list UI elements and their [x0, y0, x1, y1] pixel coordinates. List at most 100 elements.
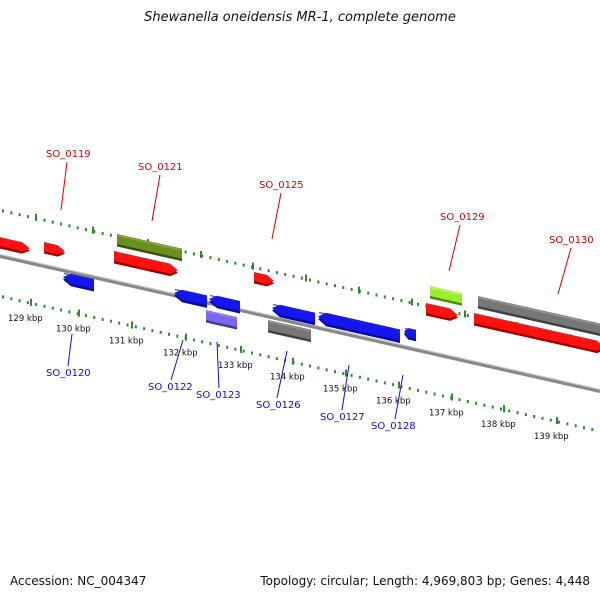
lower-ruler-dot	[93, 316, 96, 319]
gene-label-so_0130: SO_0130	[549, 235, 594, 246]
gene-blue	[63, 272, 94, 292]
gene-red-highlight	[44, 242, 58, 248]
gene-gray-body	[268, 320, 311, 340]
lower-ruler-dot	[441, 394, 444, 398]
lower-ruler-dot	[118, 321, 121, 325]
lower-ruler-dot	[68, 310, 71, 314]
lower-ruler-dot	[309, 364, 312, 368]
lower-ruler-tick	[451, 393, 453, 401]
upper-ruler-dot	[259, 267, 262, 271]
lower-ruler-tick	[292, 357, 294, 365]
gene-lavender-body	[206, 310, 237, 327]
upper-ruler-dot	[109, 233, 112, 237]
gene-label-leader	[216, 341, 220, 389]
lower-ruler-dot	[541, 416, 544, 420]
backbone-layer	[0, 254, 600, 393]
lower-ruler-dot	[259, 353, 262, 357]
upper-ruler-dot	[367, 291, 370, 295]
gene-red-highlight	[0, 237, 23, 245]
upper-ruler-dot	[60, 222, 63, 226]
gene-blue-highlight	[174, 288, 207, 298]
gene-red	[44, 242, 65, 257]
lower-ruler-dot	[558, 420, 561, 424]
kbp-tick-label: 132 kbp	[163, 349, 198, 359]
gene-blue-body	[174, 289, 207, 306]
upper-ruler-dot	[51, 220, 54, 224]
kbp-tick-label: 135 kbp	[323, 385, 358, 395]
lower-ruler-tick	[240, 346, 242, 353]
upper-ruler-dot	[292, 274, 295, 278]
gene-blue-body	[209, 295, 240, 311]
lower-ruler-dot	[76, 312, 79, 316]
upper-ruler-dot	[466, 314, 469, 317]
upper-ruler-tick	[464, 310, 466, 318]
upper-ruler-dot	[68, 224, 71, 228]
lower-ruler-tick	[131, 321, 133, 329]
gene-lime	[430, 286, 462, 306]
lower-ruler-tick	[398, 381, 400, 389]
kbp-tick-label: 129 kbp	[8, 314, 43, 324]
upper-ruler-tick	[358, 286, 360, 294]
gene-label-so_0121: SO_0121	[138, 162, 183, 173]
upper-ruler-tick	[200, 251, 202, 258]
lower-ruler-dot	[583, 426, 585, 430]
upper-ruler-dot	[209, 256, 212, 260]
upper-ruler-dot	[300, 276, 303, 280]
lower-ruler-dot	[375, 379, 378, 383]
lower-ruler-tick	[185, 333, 187, 341]
gene-red-highlight	[114, 251, 171, 266]
gene-blue-highlight	[272, 303, 315, 315]
lower-ruler-dot	[275, 357, 278, 361]
accession-text: Accession: NC_004347	[10, 574, 147, 588]
gene-blue	[174, 288, 207, 308]
upper-ruler-dot	[400, 299, 403, 303]
gene-red-highlight	[474, 313, 598, 343]
lower-ruler-dot	[234, 347, 237, 351]
lower-ruler-dot	[466, 400, 469, 403]
upper-ruler-dot	[10, 211, 13, 215]
lower-ruler-tick	[78, 309, 80, 317]
lower-ruler-dot	[342, 372, 345, 375]
gene-label-leader	[394, 374, 404, 420]
upper-ruler-dot	[2, 209, 4, 213]
lower-ruler-dot	[26, 301, 29, 305]
lower-ruler-tick	[556, 417, 558, 425]
lower-ruler-dot	[491, 405, 494, 409]
upper-ruler-tick	[92, 226, 94, 234]
lower-ruler-dot	[334, 370, 336, 374]
upper-ruler-dot	[317, 280, 320, 284]
gene-red-highlight	[426, 303, 451, 311]
gene-gray-highlight	[268, 320, 311, 332]
lower-ruler-dot	[475, 401, 478, 405]
upper-ruler-tick	[252, 262, 254, 270]
upper-ruler-dot	[234, 261, 237, 265]
upper-ruler-dot	[342, 286, 345, 289]
gene-blue-highlight	[404, 327, 416, 332]
upper-ruler-dot	[76, 226, 79, 230]
gene-blue-highlight	[209, 294, 240, 303]
gene-lime-highlight	[430, 286, 462, 296]
gene-blue	[318, 311, 400, 343]
kbp-tick-label: 130 kbp	[56, 325, 91, 335]
kbp-tick-label: 133 kbp	[218, 361, 253, 371]
kbp-tick-label: 136 kbp	[376, 397, 411, 407]
gene-label-so_0123: SO_0123	[196, 390, 241, 401]
lower-ruler-dot	[400, 385, 403, 389]
upper-ruler-dot	[85, 228, 87, 232]
lower-ruler-dot	[408, 387, 411, 390]
gene-red-highlight	[254, 272, 268, 277]
lower-ruler-dot	[35, 302, 38, 306]
gene-label-leader	[341, 364, 350, 411]
lower-ruler-dot	[201, 340, 204, 344]
lower-ruler-dot	[251, 351, 253, 355]
upper-ruler-dot	[242, 263, 245, 267]
gene-label-leader	[151, 174, 161, 222]
lower-ruler-dot	[325, 368, 328, 372]
upper-ruler-dot	[309, 278, 312, 282]
lower-ruler-dot	[134, 325, 137, 329]
upper-ruler-dot	[275, 271, 278, 275]
lower-ruler-dot	[18, 299, 21, 303]
gene-label-leader	[448, 224, 461, 272]
lower-ruler-dot	[533, 415, 536, 418]
upper-ruler-dot	[217, 258, 220, 261]
